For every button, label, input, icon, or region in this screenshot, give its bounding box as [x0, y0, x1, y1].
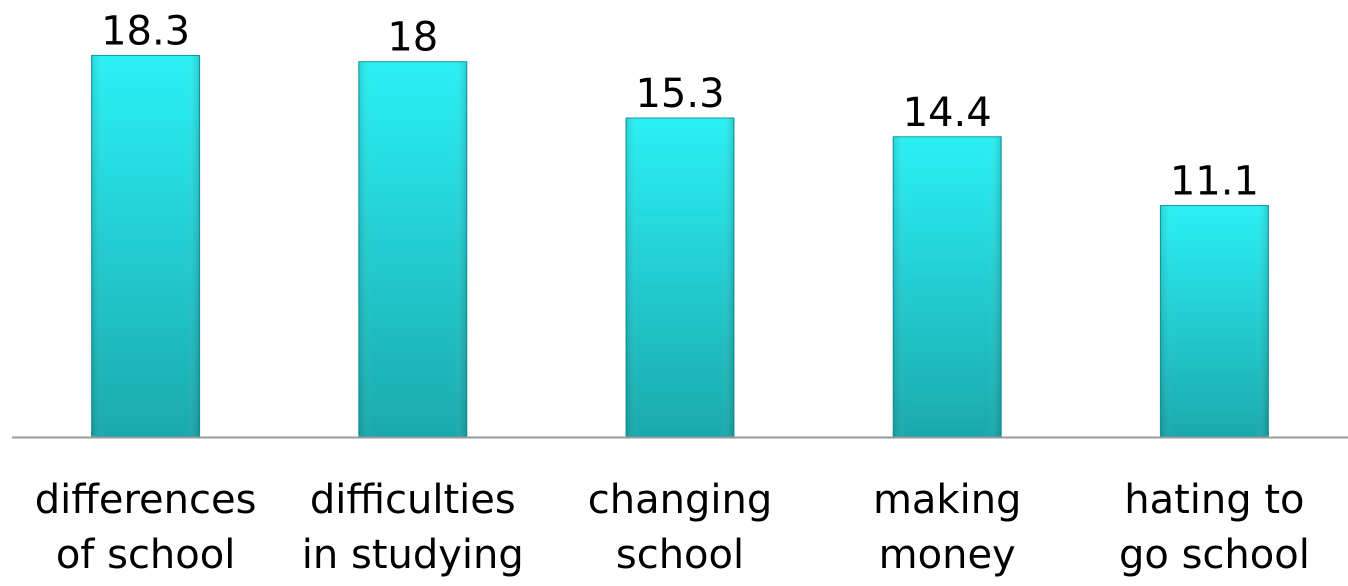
data-label-2: 15.3 — [635, 71, 724, 117]
category-label-3-line-1: money — [879, 532, 1016, 578]
category-label-0-line-0: differences — [35, 477, 257, 523]
bar-shading-2 — [626, 117, 734, 438]
data-label-1: 18 — [387, 15, 438, 61]
category-label-3-line-0: making — [873, 477, 1022, 523]
data-label-4: 11.1 — [1170, 159, 1259, 205]
bar-shading-0 — [91, 55, 200, 437]
category-label-1-line-0: difficulties — [310, 477, 516, 523]
category-label-4-line-1: go school — [1119, 532, 1310, 578]
bar-shading-4 — [1160, 205, 1269, 437]
category-label-2-line-0: changing — [588, 477, 772, 523]
category-label-4-line-0: hating to — [1124, 477, 1304, 523]
bar-shading-3 — [893, 136, 1002, 437]
category-label-2-line-1: school — [616, 532, 744, 578]
category-label-1-line-1: in studying — [302, 532, 524, 578]
bar-shading-1 — [358, 61, 467, 437]
data-label-0: 18.3 — [101, 8, 190, 54]
data-label-3: 14.4 — [903, 90, 992, 136]
category-label-0-line-1: of school — [56, 532, 236, 578]
